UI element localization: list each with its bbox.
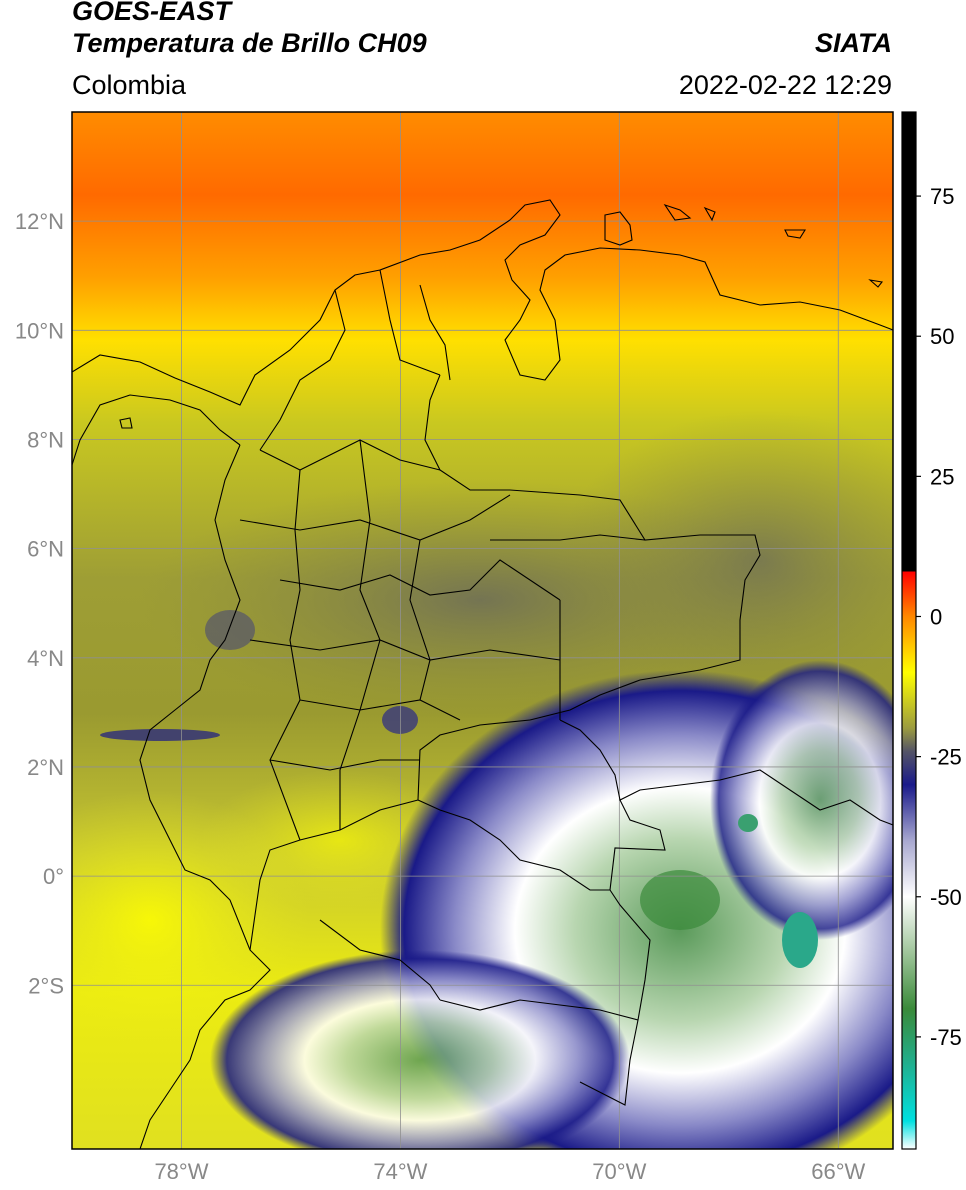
satellite-title: GOES-EAST: [72, 0, 232, 26]
lat-tick-label: 4°N: [27, 646, 64, 671]
lon-tick-label: 78°W: [154, 1159, 208, 1184]
organization-label: SIATA: [815, 28, 892, 58]
lat-tick-label: 8°N: [27, 427, 64, 452]
colorbar-tick-label: -75: [930, 1025, 962, 1050]
colorbar-ticks: 75 50 25 0 -25 -50 -75: [916, 184, 962, 1050]
lon-tick-label: 66°W: [811, 1159, 865, 1184]
colorbar-tick-label: -25: [930, 745, 962, 770]
colorbar-tick-label: -50: [930, 885, 962, 910]
map-frame: [71, 111, 894, 1150]
colorbar-tick-label: 0: [930, 604, 942, 629]
colorbar-bar: [901, 111, 917, 1150]
product-title: Temperatura de Brillo CH09: [72, 28, 427, 58]
lat-tick-label: 6°N: [27, 537, 64, 562]
longitude-ticks: 78°W 74°W 70°W 66°W: [154, 1159, 865, 1184]
colorbar-tick-label: 50: [930, 324, 954, 349]
colorbar: 75 50 25 0 -25 -50 -75: [901, 111, 962, 1150]
lat-tick-label: 0°: [43, 864, 64, 889]
lat-tick-label: 10°N: [15, 318, 64, 343]
latitude-ticks: 12°N 10°N 8°N 6°N 4°N 2°N 0° 2°S: [15, 209, 64, 998]
colorbar-tick-label: 25: [930, 464, 954, 489]
lat-tick-label: 2°S: [28, 973, 64, 998]
colorbar-tick-label: 75: [930, 184, 954, 209]
lon-tick-label: 70°W: [592, 1159, 646, 1184]
timestamp-label: 2022-02-22 12:29: [678, 70, 892, 100]
country-borders: [72, 199, 893, 1149]
region-label: Colombia: [72, 70, 187, 100]
lon-tick-label: 74°W: [373, 1159, 427, 1184]
graticule: [72, 112, 893, 1149]
lat-tick-label: 2°N: [27, 755, 64, 780]
lat-tick-label: 12°N: [15, 209, 64, 234]
